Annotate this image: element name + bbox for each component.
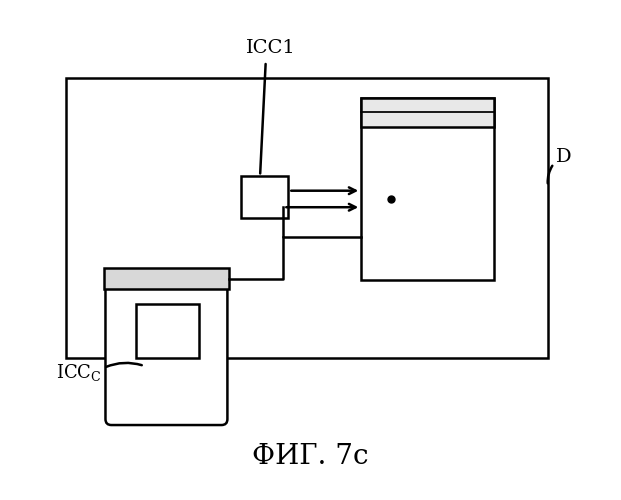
FancyBboxPatch shape [106,280,227,425]
Bar [241,176,288,218]
Bar [104,268,229,289]
Bar [361,98,494,280]
Text: D: D [556,148,571,166]
Text: ФИГ. 7c: ФИГ. 7c [252,443,368,470]
Text: ICC1: ICC1 [246,40,296,58]
Bar [66,78,548,358]
Bar [136,304,199,358]
Text: ICC$_\mathregular{C}$: ICC$_\mathregular{C}$ [56,362,102,384]
Bar [361,98,494,127]
